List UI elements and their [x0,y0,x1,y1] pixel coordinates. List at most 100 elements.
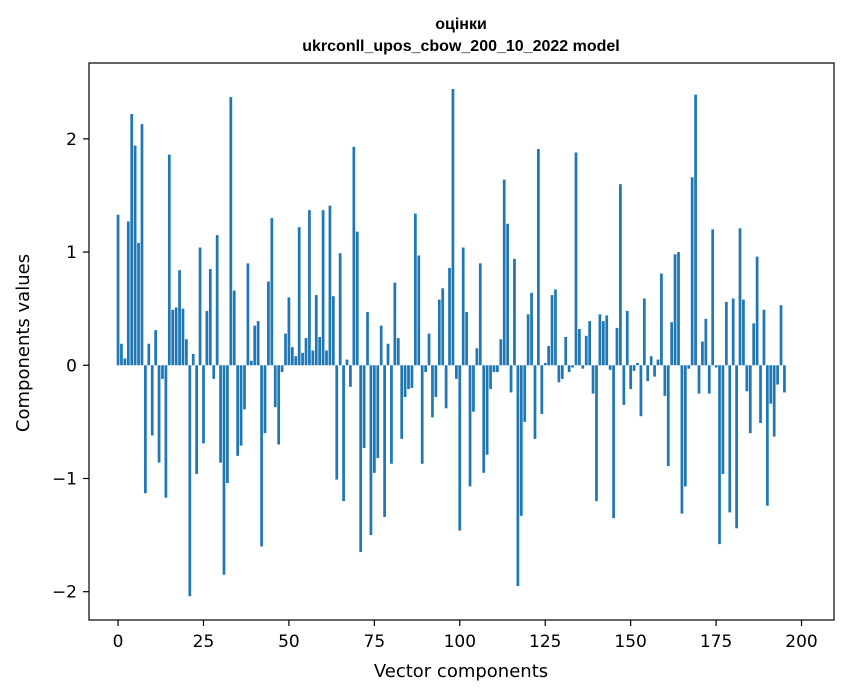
bar [670,322,674,366]
bar [133,145,137,366]
bar [728,365,732,513]
bar [202,365,205,444]
bar [704,318,708,366]
x-tick-label: 25 [193,632,215,652]
bar [126,221,130,366]
x-tick-label: 200 [785,632,817,652]
bar [506,223,509,366]
bar [629,365,633,390]
bar [465,312,468,366]
bar [680,365,684,514]
bar [137,243,140,366]
bar [222,365,226,575]
bar [376,365,380,459]
bar [345,359,349,366]
bar [496,365,499,373]
bar [718,365,721,545]
bar [304,338,308,366]
bar [543,363,547,366]
y-tick-label: −1 [52,469,77,489]
bar [178,270,181,366]
bar [325,350,328,366]
bar [557,365,561,383]
bar [243,365,246,410]
bar [677,252,680,366]
x-tick-label: 150 [614,632,646,652]
x-tick-label: 100 [444,632,476,652]
bar [663,365,667,396]
bar [653,365,656,377]
bar [622,365,626,405]
x-tick-label: 50 [278,632,300,652]
bar [150,365,154,436]
bar [414,213,417,366]
bar [212,365,216,379]
bar [694,94,697,366]
bar [489,365,492,390]
x-tick-label: 175 [700,632,732,652]
bar [144,365,147,494]
bar [636,363,639,366]
bar [714,365,718,368]
bar [612,365,615,519]
bar [598,314,602,366]
bar [721,365,725,474]
bar [164,365,168,498]
bar [188,365,192,597]
bar [595,365,598,502]
bar [748,365,752,434]
x-tick-label: 125 [529,632,561,652]
bar [215,235,219,366]
bar [355,231,359,366]
bar [417,255,421,366]
bar [154,330,157,366]
bar [492,365,496,373]
bar [328,205,332,366]
bar [359,365,363,553]
bar [246,263,250,366]
bar [707,365,711,394]
bar [711,229,715,366]
chart-subtitle: ukrconll_upos_cbow_200_10_2022 model [302,38,619,55]
bar [578,329,581,366]
bar [147,343,151,366]
bar [195,365,199,474]
bar [519,365,523,516]
bar [571,365,574,368]
bar [533,365,537,439]
bar [547,346,551,366]
bar [608,365,612,370]
bar [642,298,646,366]
bar [601,321,605,366]
bar [383,365,386,517]
bar [253,325,257,366]
bar [738,228,742,366]
bar [386,343,390,366]
bar [660,273,663,366]
bar [581,365,585,369]
bar [605,315,609,366]
bar [499,339,503,366]
bar [120,343,123,366]
bar [321,210,325,366]
bar [366,312,369,366]
bar [362,365,366,448]
bar [448,267,451,366]
bar [537,149,540,366]
bar [181,308,185,366]
bar [472,365,475,412]
bar [171,309,175,366]
bar [769,365,773,404]
bar [509,365,513,393]
bar [335,365,339,480]
x-tick-label: 75 [364,632,386,652]
bar [783,365,786,393]
bar [690,177,694,366]
bar [301,352,304,366]
bar [752,323,756,366]
bar [461,247,465,366]
bar [123,358,127,366]
bar [441,288,445,366]
bar [745,365,749,392]
